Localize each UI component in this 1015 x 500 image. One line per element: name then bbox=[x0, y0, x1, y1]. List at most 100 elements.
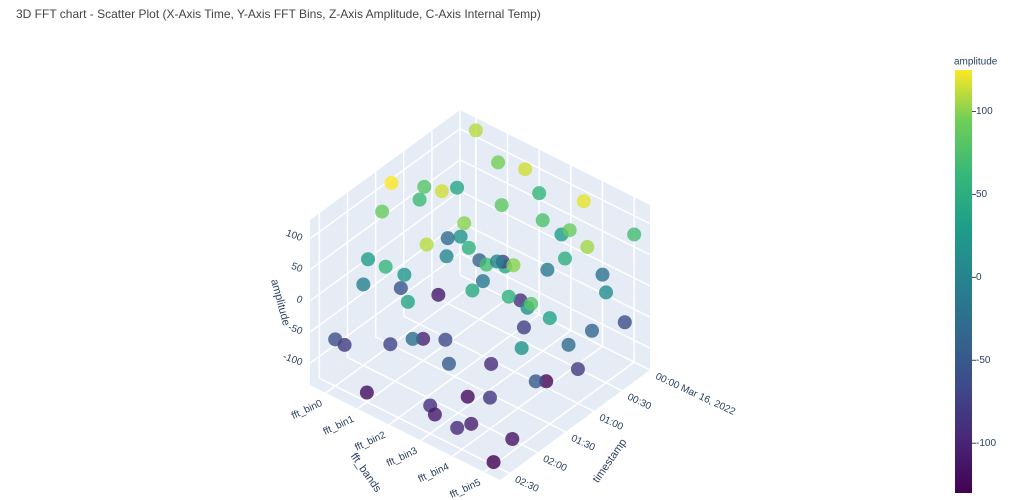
grid-line bbox=[309, 190, 461, 302]
y-tick-label: fft_bin5 bbox=[448, 477, 483, 500]
chart-title: 3D FFT chart - Scatter Plot (X-Axis Time… bbox=[16, 7, 541, 21]
point bbox=[518, 162, 533, 177]
point bbox=[464, 416, 479, 431]
point bbox=[400, 294, 415, 309]
point bbox=[558, 251, 572, 266]
colorbar-tick-label: 0 bbox=[976, 272, 982, 283]
grid-line bbox=[403, 315, 595, 412]
point bbox=[383, 337, 398, 352]
point bbox=[561, 337, 576, 352]
colorbar bbox=[955, 70, 972, 493]
grid-line bbox=[357, 298, 508, 410]
point bbox=[501, 289, 516, 304]
point bbox=[540, 262, 555, 277]
z-tick-label: 100 bbox=[284, 228, 304, 244]
point bbox=[576, 194, 591, 209]
point bbox=[465, 283, 480, 298]
colorbar-tick-label: -100 bbox=[976, 438, 996, 449]
grid-line bbox=[431, 294, 623, 392]
point bbox=[450, 180, 465, 195]
point bbox=[384, 175, 399, 190]
point bbox=[532, 186, 547, 201]
point bbox=[580, 240, 595, 255]
x-tick-label: 00:30 bbox=[625, 392, 653, 413]
colorbar-tick-label: 50 bbox=[976, 189, 988, 200]
point bbox=[397, 267, 412, 282]
point bbox=[542, 311, 557, 326]
z-tick-label: -50 bbox=[286, 322, 304, 337]
z-axis-title: amplitude bbox=[268, 278, 292, 327]
point bbox=[516, 320, 531, 335]
grid-line bbox=[325, 282, 477, 394]
floor-pane bbox=[310, 275, 650, 480]
point bbox=[475, 274, 490, 289]
y-tick-label: fft_bin4 bbox=[417, 461, 452, 485]
y-tick-label: fft_bin0 bbox=[290, 398, 325, 422]
grid-line bbox=[375, 336, 566, 433]
point bbox=[438, 332, 453, 347]
grid-line bbox=[319, 377, 510, 474]
point bbox=[506, 258, 521, 273]
point bbox=[457, 216, 472, 231]
point bbox=[486, 455, 501, 470]
point bbox=[431, 287, 446, 302]
point bbox=[328, 332, 343, 347]
point bbox=[359, 385, 374, 400]
z-tick-label: 50 bbox=[290, 261, 305, 275]
point bbox=[505, 432, 520, 447]
grid-line bbox=[420, 329, 572, 442]
point bbox=[562, 223, 577, 238]
point bbox=[528, 374, 543, 389]
colorbar-tick-label: 100 bbox=[976, 106, 993, 117]
x-tick-label: 02:00 bbox=[541, 454, 569, 475]
grid-line bbox=[459, 221, 651, 318]
point bbox=[483, 390, 497, 405]
point bbox=[441, 356, 456, 371]
point bbox=[484, 356, 499, 371]
z-tick-label: -100 bbox=[281, 351, 304, 368]
grid-line bbox=[459, 159, 651, 256]
scene: -100 -50 0 50 100 00:00 Mar 16, 202200:3001:0… bbox=[268, 110, 737, 500]
point bbox=[450, 420, 465, 435]
grid-line bbox=[388, 313, 540, 426]
colorbar-title: amplitude bbox=[954, 57, 998, 68]
point bbox=[584, 323, 599, 338]
point bbox=[489, 254, 504, 269]
point bbox=[524, 296, 539, 311]
grid-line bbox=[459, 190, 651, 287]
point bbox=[539, 374, 554, 389]
point bbox=[617, 315, 632, 330]
grid-line bbox=[459, 128, 651, 225]
grid-line bbox=[483, 361, 635, 473]
z-tick-label: 0 bbox=[295, 294, 304, 306]
x-tick-label: 01:00 bbox=[597, 412, 625, 433]
colorbar-tick-label: -50 bbox=[976, 355, 991, 366]
point bbox=[627, 227, 642, 242]
y-tick-label: fft_bin3 bbox=[385, 445, 420, 469]
point bbox=[461, 240, 476, 255]
point bbox=[412, 192, 427, 207]
point bbox=[356, 277, 371, 292]
point bbox=[494, 198, 509, 213]
y-axis-title: fft_bands bbox=[348, 451, 384, 495]
point bbox=[393, 281, 408, 296]
point bbox=[440, 231, 455, 246]
grid-line bbox=[309, 221, 461, 333]
point bbox=[419, 237, 434, 252]
point bbox=[439, 249, 454, 264]
point bbox=[427, 407, 442, 422]
x-tick-label: 02:30 bbox=[513, 474, 541, 495]
y-tick-label: fft_bin1 bbox=[322, 414, 357, 438]
point bbox=[514, 341, 529, 356]
point bbox=[378, 259, 393, 274]
point bbox=[535, 213, 550, 228]
point bbox=[595, 267, 610, 282]
y-tick-label: fft_bin2 bbox=[353, 430, 388, 454]
x-tick-label: 01:30 bbox=[569, 433, 597, 454]
point bbox=[453, 229, 468, 244]
point bbox=[361, 252, 376, 267]
point bbox=[479, 257, 494, 272]
point bbox=[375, 204, 390, 219]
point bbox=[468, 123, 483, 138]
